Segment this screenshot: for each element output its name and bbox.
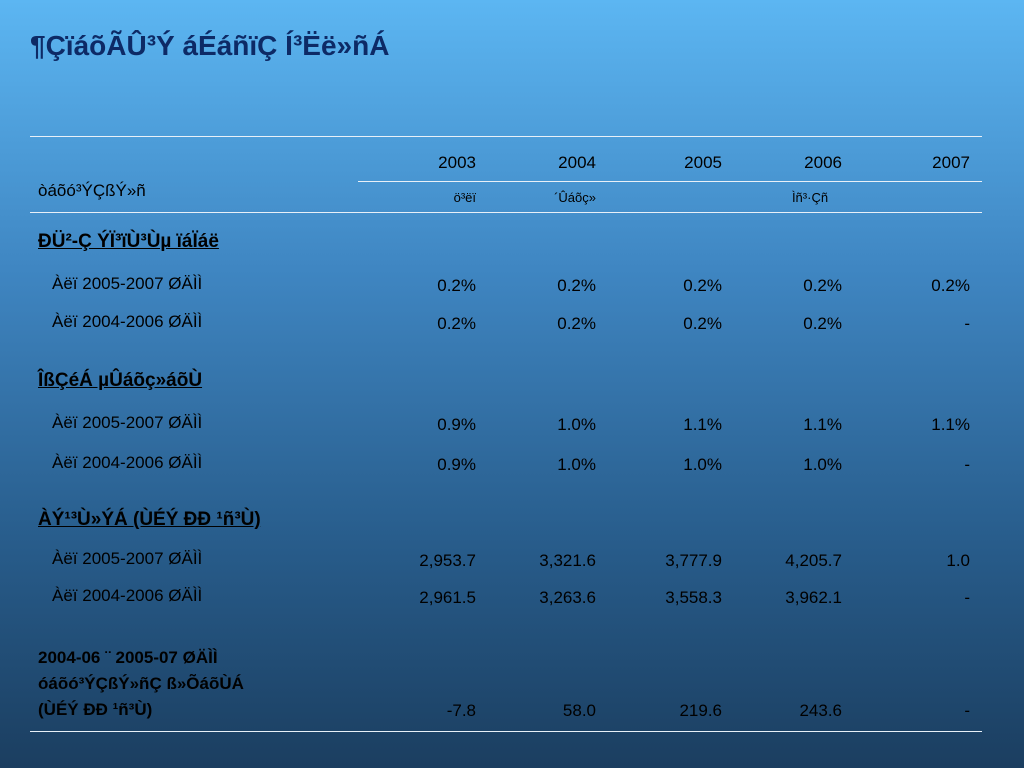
cell: 1.0	[946, 551, 970, 570]
section-title: ÎßÇéÁ µÛáõç»áõÙ	[38, 370, 203, 391]
cell: 1.1%	[931, 415, 970, 434]
rule	[358, 181, 982, 182]
cell: 3,263.6	[539, 588, 596, 607]
cell: 0.2%	[803, 276, 842, 295]
cell: -	[964, 701, 970, 720]
row-label: Àëï 2005-2007 ØÄÌÌ	[52, 274, 203, 293]
cell: -	[964, 314, 970, 333]
row-label: Àëï 2004-2006 ØÄÌÌ	[52, 312, 203, 331]
total-label: (ÙÉÝ ÐÐ ¹ñ³Ù)	[38, 700, 153, 719]
subheader: ´Ûáõç»	[554, 190, 596, 205]
cell: 0.9%	[437, 455, 476, 474]
cell: 0.2%	[931, 276, 970, 295]
row-header: òáõó³ÝÇßÝ»ñ	[38, 181, 146, 200]
cell: -	[964, 455, 970, 474]
cell: 4,205.7	[785, 551, 842, 570]
subheader: ö³ëï	[453, 190, 476, 205]
cell: 1.1%	[803, 415, 842, 434]
cell: 2006	[804, 153, 842, 172]
section-title: ÐÜ²-Ç ÝÏ³ïÙ³Ùµ ïáÏáë	[38, 231, 219, 252]
cell: 2004	[558, 153, 596, 172]
cell: 0.2%	[557, 276, 596, 295]
section-title: ÀÝ¹³Ù»ÝÁ (ÙÉÝ ÐÐ ¹ñ³Ù)	[38, 509, 261, 530]
row-label: Àëï 2005-2007 ØÄÌÌ	[52, 413, 203, 432]
cell: 0.9%	[437, 415, 476, 434]
rule	[30, 731, 982, 732]
cell: 243.6	[799, 701, 842, 720]
cell: -	[964, 588, 970, 607]
cell: 2,953.7	[419, 551, 476, 570]
cell: 58.0	[562, 701, 596, 720]
cell: 1.0%	[683, 455, 722, 474]
cell: 1.0%	[557, 455, 596, 474]
total-label: óáõó³ÝÇßÝ»ñÇ ß»ÕáõÙÁ	[38, 674, 244, 693]
row-label: Àëï 2004-2006 ØÄÌÌ	[52, 453, 203, 472]
cell: 0.2%	[683, 276, 722, 295]
rule	[30, 136, 982, 137]
cell: 0.2%	[803, 314, 842, 333]
cell: -7.8	[446, 701, 476, 720]
cell: 3,777.9	[665, 551, 722, 570]
cell: 0.2%	[437, 314, 476, 333]
row-label: Àëï 2005-2007 ØÄÌÌ	[52, 549, 203, 568]
cell: 219.6	[679, 701, 722, 720]
cell: 0.2%	[683, 314, 722, 333]
cell: 1.0%	[557, 415, 596, 434]
cell: 2005	[684, 153, 722, 172]
cell: 2007	[932, 153, 970, 172]
cell: 0.2%	[557, 314, 596, 333]
rule	[30, 212, 982, 213]
subheader: Ìñ³·Çñ	[791, 190, 829, 205]
cell: 3,558.3	[665, 588, 722, 607]
cell: 0.2%	[437, 276, 476, 295]
cell: 1.0%	[803, 455, 842, 474]
cell: 3,321.6	[539, 551, 596, 570]
cell: 2,961.5	[419, 588, 476, 607]
cell: 3,962.1	[785, 588, 842, 607]
total-label: 2004-06 ¨ 2005-07 ØÄÌÌ	[38, 648, 218, 667]
row-label: Àëï 2004-2006 ØÄÌÌ	[52, 586, 203, 605]
cell: 2003	[438, 153, 476, 172]
cell: 1.1%	[683, 415, 722, 434]
title: ¶ÇïáõÃÛ³Ý áÉáñïÇ Í³Ëë»ñÁ	[30, 30, 390, 61]
